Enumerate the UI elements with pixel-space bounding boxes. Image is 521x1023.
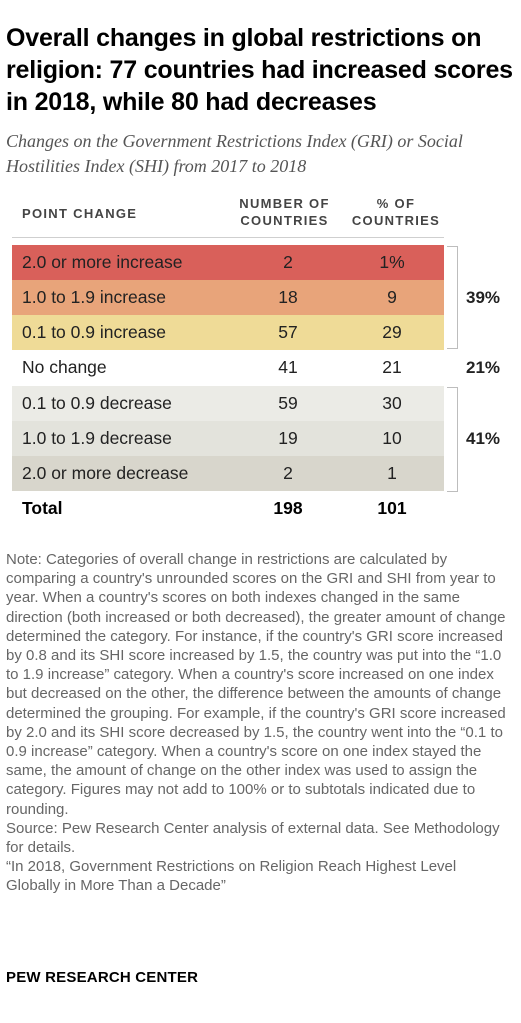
total-label: Total bbox=[22, 498, 63, 518]
row-count: 57 bbox=[278, 322, 298, 342]
row-percent: 1 bbox=[387, 463, 397, 483]
chart-title: Overall changes in global restrictions o… bbox=[6, 24, 513, 116]
row-percent: 1% bbox=[379, 252, 405, 272]
row-label: 1.0 to 1.9 increase bbox=[22, 287, 166, 307]
table-row: 2.0 or more decrease 2 1 bbox=[12, 456, 444, 491]
row-percent: 9 bbox=[387, 287, 397, 307]
source-text: Source: Pew Research Center analysis of … bbox=[6, 819, 500, 857]
header-number-of-countries: NUMBER OF COUNTRIES bbox=[232, 195, 337, 229]
decrease-bracket bbox=[447, 387, 458, 492]
notes: Note: Categories of overall change in re… bbox=[6, 550, 514, 896]
decrease-subtotal: 41% bbox=[466, 429, 501, 448]
row-label: 1.0 to 1.9 decrease bbox=[22, 428, 172, 448]
header-number-line1: NUMBER OF bbox=[239, 196, 330, 211]
note-text: Note: Categories of overall change in re… bbox=[6, 551, 506, 818]
table-row: 0.1 to 0.9 increase 57 29 bbox=[12, 315, 444, 350]
header-percent-line2: COUNTRIES bbox=[351, 213, 441, 228]
no-change-subtotal: 21% bbox=[466, 358, 501, 377]
row-label: 0.1 to 0.9 decrease bbox=[22, 393, 172, 413]
total-count: 198 bbox=[273, 498, 303, 518]
table-row: 1.0 to 1.9 increase 18 9 bbox=[12, 280, 444, 315]
row-count: 2 bbox=[283, 252, 293, 272]
table-row: 1.0 to 1.9 decrease 19 10 bbox=[12, 421, 444, 456]
total-percent: 101 bbox=[377, 498, 407, 518]
row-label: 0.1 to 0.9 increase bbox=[22, 322, 166, 342]
row-percent: 21 bbox=[382, 357, 402, 377]
header-point-change: POINT CHANGE bbox=[22, 206, 138, 221]
row-label: No change bbox=[22, 357, 107, 377]
increase-subtotal: 39% bbox=[466, 288, 501, 307]
header-number-line2: COUNTRIES bbox=[240, 213, 329, 228]
row-percent: 30 bbox=[382, 393, 402, 413]
increase-bracket bbox=[447, 246, 458, 349]
header-percent-of-countries: % OF COUNTRIES bbox=[343, 195, 449, 229]
row-percent: 10 bbox=[382, 428, 402, 448]
row-count: 59 bbox=[278, 393, 298, 413]
table-row: 0.1 to 0.9 decrease 59 30 bbox=[12, 386, 444, 421]
row-count: 18 bbox=[278, 287, 298, 307]
report-title-text: “In 2018, Government Restrictions on Rel… bbox=[6, 858, 457, 895]
row-label: 2.0 or more increase bbox=[22, 252, 183, 272]
row-count: 2 bbox=[283, 463, 293, 483]
table-row: 2.0 or more increase 2 1% bbox=[12, 245, 444, 280]
table-row-total: Total 198 101 bbox=[12, 491, 444, 526]
row-label: 2.0 or more decrease bbox=[22, 463, 189, 483]
row-percent: 29 bbox=[382, 322, 402, 342]
row-count: 41 bbox=[278, 357, 298, 377]
source-label: PEW RESEARCH CENTER bbox=[6, 969, 199, 986]
chart-subtitle: Changes on the Government Restrictions I… bbox=[6, 131, 463, 176]
table-row: No change 41 21 bbox=[12, 350, 444, 385]
header-percent-line1: % OF bbox=[376, 196, 416, 211]
header-divider bbox=[12, 237, 444, 238]
row-count: 19 bbox=[278, 428, 298, 448]
